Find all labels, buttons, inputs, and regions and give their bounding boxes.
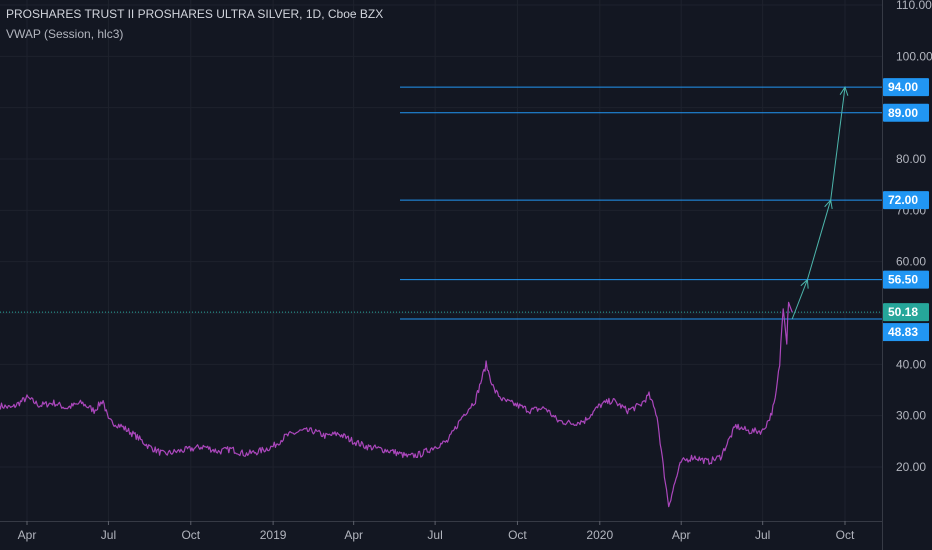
symbol-title[interactable]: PROSHARES TRUST II PROSHARES ULTRA SILVE… [6, 7, 384, 21]
projection-arrow [830, 87, 846, 201]
x-tick-label: Oct [836, 528, 855, 542]
level-price-tag-text: 94.00 [888, 80, 918, 94]
level-price-tag[interactable]: 89.00 [883, 103, 929, 122]
y-tick-label: 20.00 [896, 460, 926, 474]
level-price-tag[interactable]: 48.83 [883, 323, 929, 342]
x-tick-label: Jul [101, 528, 116, 542]
x-tick-label: Jul [755, 528, 770, 542]
level-price-tag[interactable]: 72.00 [883, 191, 929, 210]
level-price-tag-text: 48.83 [888, 325, 918, 339]
level-price-tag-bg [883, 78, 929, 97]
projection-arrow [791, 279, 808, 320]
current-price-tag-text: 50.18 [888, 305, 918, 319]
level-price-tag-bg [883, 103, 929, 122]
level-price-tag-bg [883, 270, 929, 289]
current-price-tag[interactable]: 50.18 [883, 303, 929, 322]
y-tick-label: 80.00 [896, 152, 926, 166]
level-price-tag-bg [883, 191, 929, 210]
x-tick-label: Apr [344, 528, 363, 542]
level-price-tag-bg [883, 323, 929, 342]
level-price-tag[interactable]: 56.50 [883, 270, 929, 289]
y-tick-label: 60.00 [896, 255, 926, 269]
indicator-label[interactable]: VWAP (Session, hlc3) [6, 27, 124, 41]
level-price-tag-text: 72.00 [888, 193, 918, 207]
current-price-tag-bg [883, 303, 929, 322]
x-tick-label: Jul [427, 528, 442, 542]
y-tick-label: 40.00 [896, 357, 926, 371]
y-tick-label: 100.00 [896, 49, 932, 63]
x-tick-label: Apr [672, 528, 691, 542]
x-tick-label: Oct [508, 528, 527, 542]
x-tick-label: Oct [181, 528, 200, 542]
chart-legend: PROSHARES TRUST II PROSHARES ULTRA SILVE… [6, 4, 383, 44]
level-price-tag-text: 56.50 [888, 273, 918, 287]
x-tick-label: 2019 [260, 528, 287, 542]
level-price-tag[interactable]: 94.00 [883, 78, 929, 97]
price-line [0, 301, 793, 508]
x-tick-label: 2020 [586, 528, 613, 542]
y-tick-label: 110.00 [896, 0, 932, 12]
x-tick-label: Apr [18, 528, 37, 542]
y-tick-label: 30.00 [896, 409, 926, 423]
projection-arrow [806, 199, 832, 280]
level-price-tag-text: 89.00 [888, 106, 918, 120]
arrow-head [839, 85, 849, 96]
